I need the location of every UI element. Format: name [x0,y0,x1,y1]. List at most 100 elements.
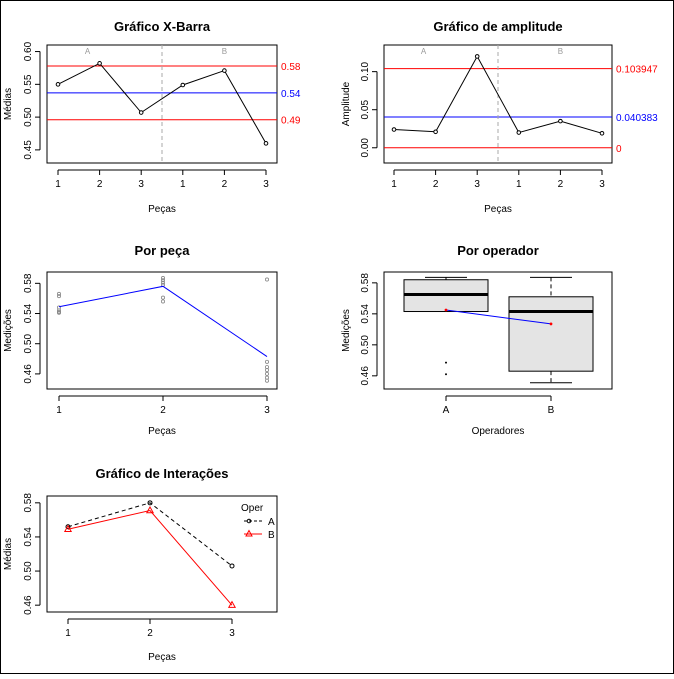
control-limit-label: 0.58 [281,62,301,73]
plot-box [383,271,613,390]
series-line [57,62,267,144]
x-tick-label: 1 [180,179,186,190]
y-tick-label: 0.10 [360,61,371,81]
x-tick-label: 3 [138,179,144,190]
series-point-A [147,500,153,506]
data-point [599,131,605,136]
x-tick-label: 3 [474,179,480,190]
x-tick-label: 3 [264,405,270,416]
chart-title: Gráfico X-Barra [114,19,211,34]
y-tick-label: 0.54 [23,527,34,547]
x-tick-label: 1 [391,179,397,190]
outlier-point [445,361,447,364]
y-tick-label: 0.54 [23,303,34,323]
mean-line [445,309,552,325]
outlier-point [445,373,447,376]
x-tick-label: 1 [516,179,522,190]
data-point [433,129,438,135]
measurement-point [264,359,269,364]
data-point [97,61,102,66]
x-tick-label: B [548,405,555,416]
legend-label: A [268,517,275,528]
measurement-point [57,294,62,299]
chart-title: Por peça [135,243,191,258]
y-tick-label: 0.58 [360,273,371,293]
y-tick-label: 0.00 [360,138,371,158]
y-tick-label: 0.46 [360,366,371,386]
measurement-point [264,371,269,376]
mean-line [58,285,268,357]
data-point [558,118,563,124]
x-axis-label: Peças [484,204,512,215]
measurement-point [160,299,165,304]
x-tick-label: 1 [65,628,71,639]
series-point-B [63,524,73,532]
data-point [180,82,186,88]
legend-title: Oper [241,503,264,514]
series-point-B [145,505,155,514]
data-point [516,130,522,135]
legend-marker [245,529,253,537]
iqr-box [508,296,594,372]
y-tick-label: 0.54 [360,304,371,324]
y-tick-label: 0.50 [23,334,34,354]
x-axis-label: Peças [148,426,176,437]
x-tick-label: A [443,405,450,416]
y-tick-label: 0.46 [23,595,34,615]
measurement-point [160,276,165,281]
series-line-B [67,509,233,606]
chart-title: Por operador [457,243,539,258]
x-axis-label: Peças [148,204,176,215]
y-axis-label: Amplitude [341,81,352,126]
x-axis-label: Peças [148,652,176,663]
x-tick-label: 3 [229,628,235,639]
data-point [222,68,227,73]
y-tick-label: 0.58 [23,493,34,513]
data-point [474,54,480,59]
y-tick-label: 0.60 [23,41,34,61]
group-label: B [222,47,227,56]
series-line-A [67,502,233,567]
chart-title: Gráfico de Interações [96,466,229,481]
measurement-point [264,378,269,383]
measurement-point [57,310,62,315]
control-limit-label: 0.103947 [616,65,658,76]
x-tick-label: 2 [222,179,228,190]
y-tick-label: 0.50 [360,335,371,355]
measurement-point [160,280,165,285]
x-axis-label: Operadores [472,426,525,437]
control-limit-label: 0.040383 [616,113,658,124]
measurement-point [264,368,269,373]
y-tick-label: 0.58 [23,273,34,293]
series-point-B [227,600,237,608]
mean-point [444,308,448,312]
control-limit-label: 0 [616,144,622,155]
y-tick-label: 0.46 [23,364,34,384]
y-tick-label: 0.50 [23,107,34,127]
interaction-chart: Gráfico de Interações Peças Médias 0.46 0.50… [3,466,278,663]
y-axis-label: Medições [341,309,352,352]
x-tick-label: 2 [97,179,103,190]
x-tick-label: 3 [599,179,605,190]
by-operator-chart: Por operador Operadores Medições 0.46 0.50 0.… [341,243,613,437]
mean-point [549,322,553,326]
y-axis-label: Médias [3,88,14,120]
x-tick-label: 2 [433,179,439,190]
x-tick-label: 2 [147,628,153,639]
x-tick-label: 3 [263,179,269,190]
y-tick-label: 0.50 [23,561,34,581]
chart-title: Gráfico de amplitude [433,19,562,34]
group-label: A [85,47,91,56]
x-tick-label: 2 [160,405,166,416]
y-tick-label: 0.45 [23,140,34,160]
group-label: B [558,47,563,56]
y-tick-label: 0.55 [23,74,34,94]
measurement-point [57,308,62,313]
measurement-point [264,277,269,282]
by-part-chart: Por peça Peças Medições 0.46 0.50 0.54 0.58 1 2 3 [3,243,278,437]
measurement-point [160,295,165,300]
data-point [55,82,61,87]
control-chart-xbar: Gráfico X-Barra Peças Médias 0.45 0.50 0.55 0.… [3,19,301,215]
